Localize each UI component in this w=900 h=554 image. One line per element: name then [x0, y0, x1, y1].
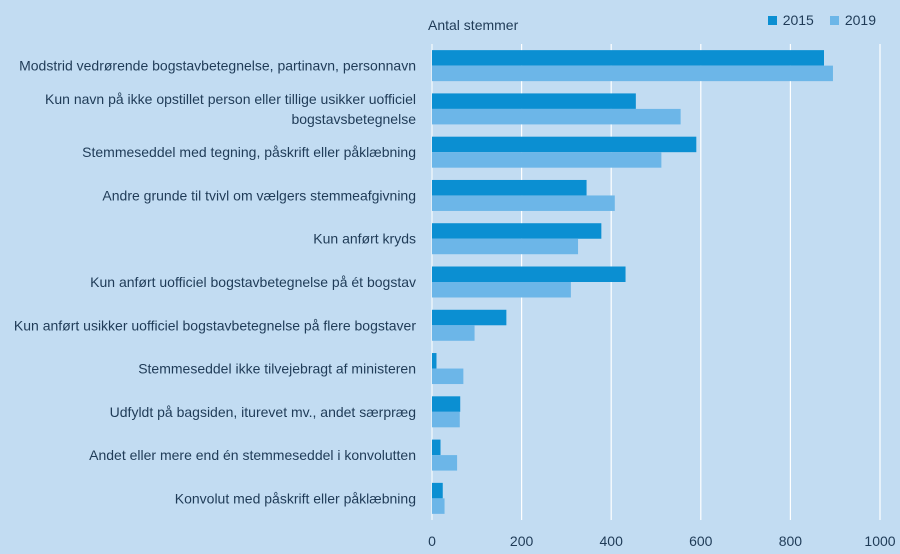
legend-label-2019: 2019 — [844, 12, 876, 28]
category-label: Kun anført uofficiel bogstavbetegnelse p… — [90, 274, 416, 290]
category-label: Konvolut med påskrift eller påklæbning — [175, 490, 416, 506]
category-label: Andre grunde til tvivl om vælgers stemme… — [102, 187, 416, 203]
x-tick-label: 400 — [600, 533, 624, 549]
axis-title: Antal stemmer — [428, 17, 519, 33]
bar-2019 — [432, 455, 458, 471]
legend-label-2015: 2015 — [782, 12, 814, 28]
bar-2015 — [432, 266, 626, 282]
bar-2019 — [432, 65, 833, 82]
category-label: Stemmeseddel ikke tilvejebragt af minist… — [138, 361, 416, 377]
bar-2019 — [432, 152, 662, 168]
bar-2019 — [432, 325, 475, 341]
category-label: Udfyldt på bagsiden, iturevet mv., andet… — [110, 404, 416, 420]
bar-2019 — [432, 238, 579, 255]
category-label: Kun anført kryds — [313, 231, 416, 247]
legend-swatch-2015 — [767, 15, 777, 25]
bar-2015 — [432, 309, 507, 326]
bar-2015 — [432, 136, 697, 153]
x-tick-label: 1000 — [864, 533, 895, 549]
bar-2015 — [432, 439, 441, 456]
bar-2019 — [432, 498, 445, 514]
bar-2019 — [432, 368, 464, 385]
bar-2019 — [432, 108, 681, 125]
x-tick-label: 600 — [689, 533, 713, 549]
category-label: Kun anført usikker uofficiel bogstavbete… — [14, 317, 416, 333]
bar-2019 — [432, 282, 571, 298]
legend: 2015 2019 — [767, 12, 876, 28]
x-tick-label: 200 — [510, 533, 534, 549]
x-tick-label: 800 — [779, 533, 803, 549]
x-tick-label: 0 — [428, 533, 436, 549]
bar-2015 — [432, 50, 824, 66]
category-label: Modstrid vedrørende bogstavbetegnelse, p… — [19, 58, 416, 74]
bar-2015 — [432, 482, 443, 499]
bar-2015 — [432, 223, 602, 239]
legend-swatch-2019 — [829, 15, 839, 25]
category-label: Kun navn på ikke opstillet person eller … — [45, 91, 416, 107]
bar-2015 — [432, 353, 437, 369]
legend-item-2019: 2019 — [829, 12, 876, 28]
category-label: bogstavsbetegnelse — [291, 111, 416, 127]
category-label: Stemmeseddel med tegning, påskrift eller… — [82, 144, 416, 160]
bar-2019 — [432, 411, 460, 428]
bar-2019 — [432, 195, 615, 211]
legend-item-2015: 2015 — [767, 12, 814, 28]
bar-2015 — [432, 179, 587, 196]
bar-2015 — [432, 93, 636, 109]
bar-2015 — [432, 396, 461, 412]
category-label: Andet eller mere end én stemmeseddel i k… — [89, 447, 416, 463]
